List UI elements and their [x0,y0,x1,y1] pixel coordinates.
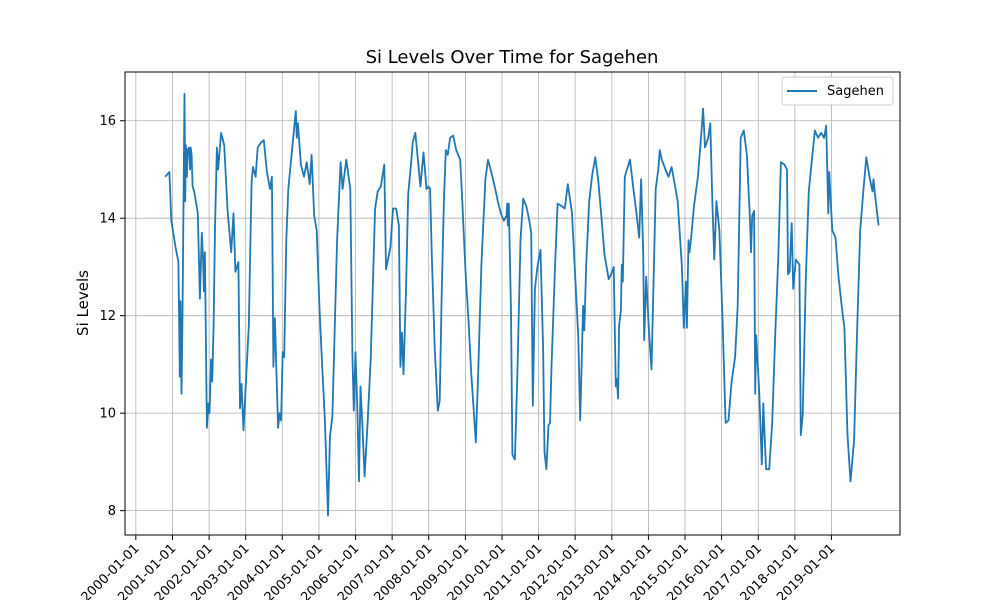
y-tick-label: 16 [99,114,116,129]
y-tick-label: 8 [108,504,116,519]
series-layer [164,93,880,517]
legend-label-sagehen: Sagehen [827,84,884,99]
legend: Sagehen [781,76,894,106]
legend-box [781,76,894,106]
y-tick-label: 12 [99,309,116,324]
series-line-sagehen [164,93,880,517]
y-ticks: 8 10 12 14 16 [99,114,125,519]
y-tick-label: 14 [99,212,116,227]
y-tick-label: 10 [99,407,116,422]
y-axis-label: Si Levels [74,270,92,336]
chart-title: Si Levels Over Time for Sagehen [366,47,659,68]
plot-frame [124,71,901,536]
